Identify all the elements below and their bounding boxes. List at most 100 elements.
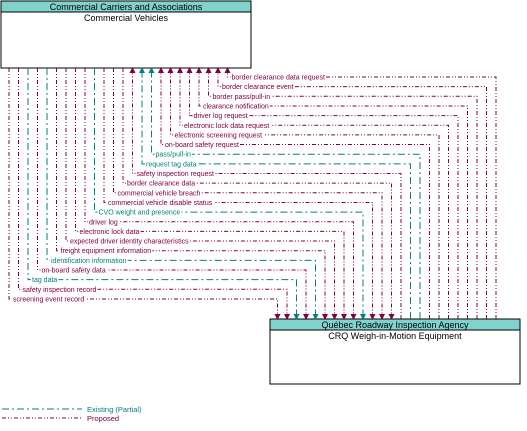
flow-safety-inspection-record: safety inspection record: [18, 68, 290, 320]
flow-electronic-screening-request: electronic screening request: [167, 67, 440, 319]
flow-line: [148, 67, 421, 319]
flow-label-bg: [126, 180, 197, 188]
flow-label: CVO weight and presence: [99, 210, 181, 217]
flow-request-tag-data: request tag data: [139, 67, 411, 319]
flow-line: [129, 67, 402, 319]
flow-line: [205, 67, 478, 319]
flow-label: pass/pull-in: [156, 152, 192, 159]
flow-label-bg: [107, 199, 214, 207]
flow-on-board-safety-data: on-board safety data: [37, 68, 309, 320]
flow-commercial-vehicle-disable-status: commercial vehicle disable status: [103, 68, 376, 320]
flow-expected-driver-identity-characteristics: expected driver identity characteristics: [65, 68, 338, 320]
flow-label-bg: [78, 228, 141, 236]
flow-label: clearance notification: [203, 103, 269, 110]
flow-line: [186, 67, 459, 319]
flow-label-bg: [164, 142, 240, 150]
flow-label-bg: [97, 209, 182, 217]
flow-label: border clearance event: [222, 84, 294, 91]
flow-label: on-board safety data: [42, 268, 106, 275]
flow-commercial-vehicle-breach: commercial vehicle breach: [113, 68, 385, 320]
flow-label: electronic screening request: [175, 132, 263, 139]
flow-line: [215, 67, 487, 319]
flow-line: [46, 68, 319, 320]
flow-label: expected driver identity characteristics: [70, 239, 189, 246]
flow-label: border pass/pull-in: [213, 94, 271, 101]
flow-label-bg: [173, 132, 264, 140]
flows-layer: border clearance data request border clea…: [8, 67, 497, 320]
flow-label-bg: [192, 113, 249, 121]
entity-group-label: Commercial Carriers and Associations: [50, 2, 203, 12]
flow-on-board-safety-request: on-board safety request: [158, 67, 430, 319]
legend: Existing (Partial) Proposed: [2, 405, 142, 423]
flow-border-pass-pull-in: border pass/pull-in: [205, 67, 478, 319]
flow-driver-log: driver log: [84, 68, 357, 320]
flow-identification-information: identification information: [46, 68, 319, 320]
flow-label-bg: [116, 190, 202, 198]
flow-safety-inspection-request: safety inspection request: [129, 67, 402, 319]
flow-line: [167, 67, 440, 319]
flow-label-bg: [154, 151, 193, 159]
flow-label: safety inspection record: [23, 287, 97, 294]
flow-label: electronic lock data request: [184, 123, 269, 130]
flow-label-bg: [145, 161, 198, 169]
flow-label: electronic lock data: [80, 229, 140, 236]
flow-label: driver log: [89, 219, 118, 226]
entity-name-label: Commercial Vehicles: [84, 13, 169, 23]
flow-label-bg: [88, 219, 119, 227]
entity-group-label: Québec Roadway Inspection Agency: [321, 320, 469, 330]
flow-label-bg: [50, 257, 128, 265]
flow-label-bg: [40, 267, 107, 275]
flow-label: commercial vehicle breach: [118, 190, 201, 197]
flow-border-clearance-data: border clearance data: [122, 68, 395, 320]
flow-screening-event-record: screening event record: [8, 68, 281, 320]
flow-cvo-weight-and-presence: CVO weight and presence: [94, 68, 366, 320]
flow-label-bg: [69, 238, 191, 246]
flow-label-bg: [31, 277, 59, 285]
flow-line: [113, 68, 385, 320]
flow-line: [37, 68, 309, 320]
flow-line: [84, 68, 357, 320]
flow-label: identification information: [51, 258, 127, 265]
flow-border-clearance-event: border clearance event: [215, 67, 487, 319]
flow-line: [65, 68, 338, 320]
flow-label-bg: [230, 74, 326, 82]
entity-name-label: CRQ Weigh-in-Motion Equipment: [328, 331, 462, 341]
flow-line: [94, 68, 366, 320]
entity-commercial-vehicles: Commercial Carriers and Associations Com…: [0, 0, 252, 69]
flow-label-bg: [202, 103, 270, 111]
flow-clearance-notification: clearance notification: [196, 67, 468, 319]
flow-pass-pull-in: pass/pull-in: [148, 67, 421, 319]
flow-label-bg: [59, 248, 153, 256]
flow-label-bg: [211, 93, 272, 101]
flow-label: freight equipment information: [61, 248, 152, 255]
flow-label: tag data: [32, 277, 57, 284]
legend-proposed-label: Proposed: [87, 414, 119, 423]
flow-line: [18, 68, 290, 320]
flow-label: commercial vehicle disable status: [108, 200, 213, 207]
entity-header: [0, 0, 252, 13]
flow-line: [27, 68, 300, 320]
flow-label: border clearance data: [127, 181, 195, 188]
flow-label-bg: [135, 171, 215, 178]
flow-freight-equipment-information: freight equipment information: [56, 68, 328, 320]
flow-electronic-lock-data-request: electronic lock data request: [177, 67, 449, 319]
flow-label: border clearance data request: [232, 75, 325, 82]
flow-label-bg: [183, 122, 271, 130]
flow-line: [177, 67, 449, 319]
entity-header: [269, 318, 521, 331]
flow-label-bg: [221, 84, 295, 92]
flow-label: safety inspection request: [137, 171, 214, 178]
flow-driver-log-request: driver log request: [186, 67, 459, 319]
flow-line: [122, 68, 395, 320]
flow-label: driver log request: [194, 113, 248, 120]
flow-label-bg: [21, 286, 98, 294]
flow-border-clearance-data-request: border clearance data request: [224, 67, 497, 319]
flow-line: [75, 68, 347, 320]
flow-label: screening event record: [13, 296, 84, 303]
entity-weigh-in-motion: Québec Roadway Inspection Agency CRQ Wei…: [269, 318, 521, 385]
flow-electronic-lock-data: electronic lock data: [75, 68, 347, 320]
legend-existing-label: Existing (Partial): [87, 405, 142, 414]
flow-line: [224, 67, 497, 319]
flow-tag-data: tag data: [27, 68, 300, 320]
